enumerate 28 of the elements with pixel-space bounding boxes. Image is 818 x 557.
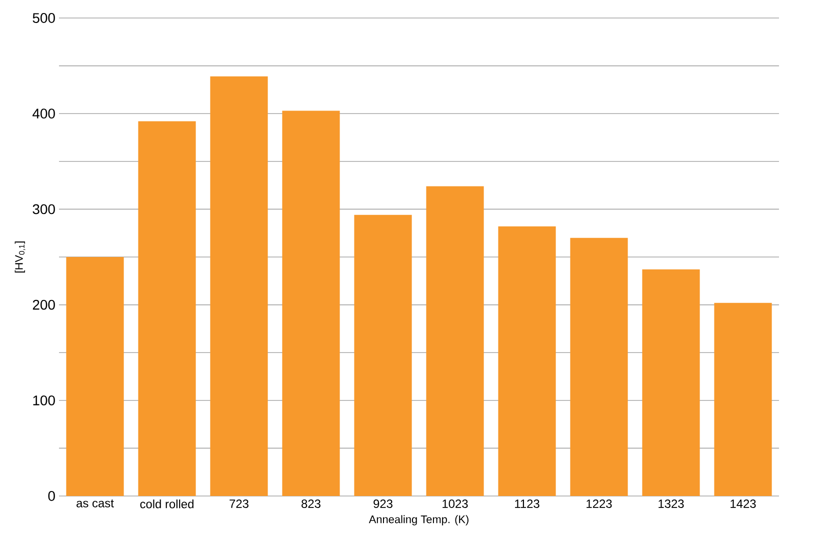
bar (714, 302, 772, 496)
x-axis-title: Annealing Temp. (K) (368, 515, 468, 526)
bar (642, 269, 700, 496)
x-tick-label: 823 (302, 500, 320, 508)
x-tick-label: 1123 (515, 500, 540, 508)
x-tick-label: 723 (230, 500, 248, 508)
y-axis-title: [HV$_{0,1}$] (14, 242, 26, 272)
x-tick-label: 1423 (730, 500, 756, 508)
x-tick-label: 1223 (586, 500, 612, 508)
y-tick-label: 100 (33, 395, 55, 406)
bar (282, 110, 340, 496)
x-tick-label: as cast (76, 500, 114, 508)
x-tick-label: 1323 (658, 500, 684, 508)
x-tick-label: cold rolled (140, 500, 194, 508)
y-tick-label: 0 (48, 491, 55, 501)
bar (138, 121, 196, 496)
bar (498, 226, 556, 496)
bar (354, 214, 412, 496)
y-tick-label: 300 (32, 204, 55, 214)
y-tick-label: 200 (32, 300, 55, 310)
bar (426, 186, 484, 496)
bar (210, 76, 268, 496)
bar (66, 257, 124, 496)
x-tick-label: 1023 (442, 500, 468, 508)
y-tick-label: 400 (32, 108, 55, 119)
y-tick-label: 500 (32, 13, 55, 23)
bar (570, 238, 628, 496)
x-tick-label: 923 (374, 500, 392, 508)
